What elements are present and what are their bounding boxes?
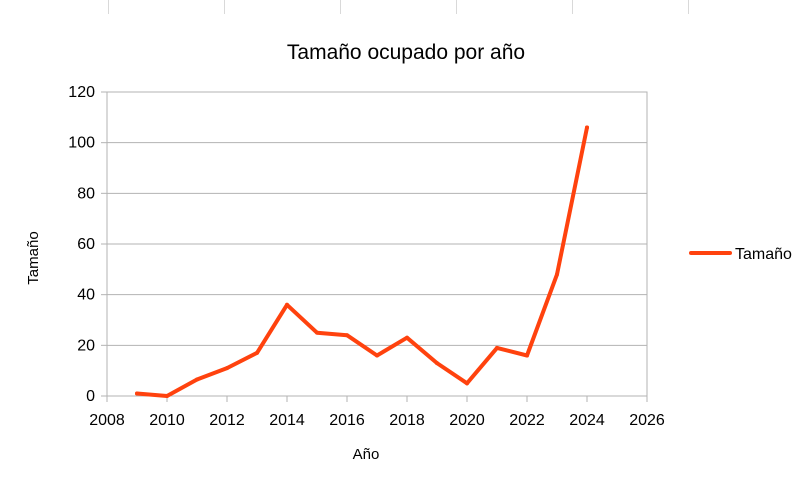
x-tick-label: 2022: [509, 412, 545, 429]
data-point[interactable]: [255, 350, 259, 355]
x-tick-label: 2012: [209, 412, 245, 429]
x-tick-label: 2020: [449, 412, 485, 429]
data-point[interactable]: [285, 302, 289, 307]
y-axis-ticks: 0 20 40 60 80 100 120: [68, 84, 107, 405]
data-point[interactable]: [495, 345, 499, 350]
column-edge: [456, 0, 457, 14]
x-tick-label: 2018: [389, 412, 425, 429]
column-edge: [108, 0, 109, 14]
y-tick-label: 80: [77, 185, 95, 202]
y-tick-label: 120: [68, 84, 95, 101]
x-tick-label: 2014: [269, 412, 305, 429]
series-line-0[interactable]: [135, 125, 589, 398]
y-tick-label: 100: [68, 135, 95, 152]
data-point[interactable]: [345, 333, 349, 338]
column-edge: [340, 0, 341, 14]
y-tick-label: 0: [86, 388, 95, 405]
y-tick-label: 40: [77, 287, 95, 304]
data-point[interactable]: [405, 335, 409, 340]
column-edge: [572, 0, 573, 14]
data-point[interactable]: [315, 330, 319, 335]
y-tick-label: 60: [77, 236, 95, 253]
x-tick-label: 2024: [569, 412, 605, 429]
legend-label: Tamaño: [735, 246, 792, 263]
series-group: [135, 125, 589, 398]
legend[interactable]: Tamaño: [689, 246, 792, 263]
column-edge: [688, 0, 689, 14]
data-point[interactable]: [225, 366, 229, 371]
data-point[interactable]: [165, 394, 169, 398]
x-axis-label: Año: [353, 446, 380, 463]
x-tick-label: 2010: [149, 412, 185, 429]
data-point[interactable]: [555, 272, 559, 277]
x-tick-label: 2016: [329, 412, 365, 429]
data-point[interactable]: [465, 381, 469, 386]
grid-lines: [107, 91, 647, 397]
data-point[interactable]: [585, 125, 589, 130]
column-edge: [224, 0, 225, 14]
y-axis-label: Tamaño: [25, 231, 42, 284]
x-axis-ticks: 2008 2010 2012 2014 2016 2018 2020 2022 2024 2026: [89, 396, 665, 429]
chart-title: Tamaño ocupado por año: [287, 41, 525, 64]
y-tick-label: 20: [77, 337, 95, 354]
x-tick-label: 2026: [629, 412, 665, 429]
spreadsheet-column-edges: [0, 0, 810, 14]
data-point[interactable]: [375, 353, 379, 358]
x-tick-label: 2008: [89, 412, 125, 429]
data-point[interactable]: [195, 377, 199, 382]
data-point[interactable]: [435, 361, 439, 366]
data-point[interactable]: [525, 353, 529, 358]
data-point[interactable]: [135, 391, 139, 396]
